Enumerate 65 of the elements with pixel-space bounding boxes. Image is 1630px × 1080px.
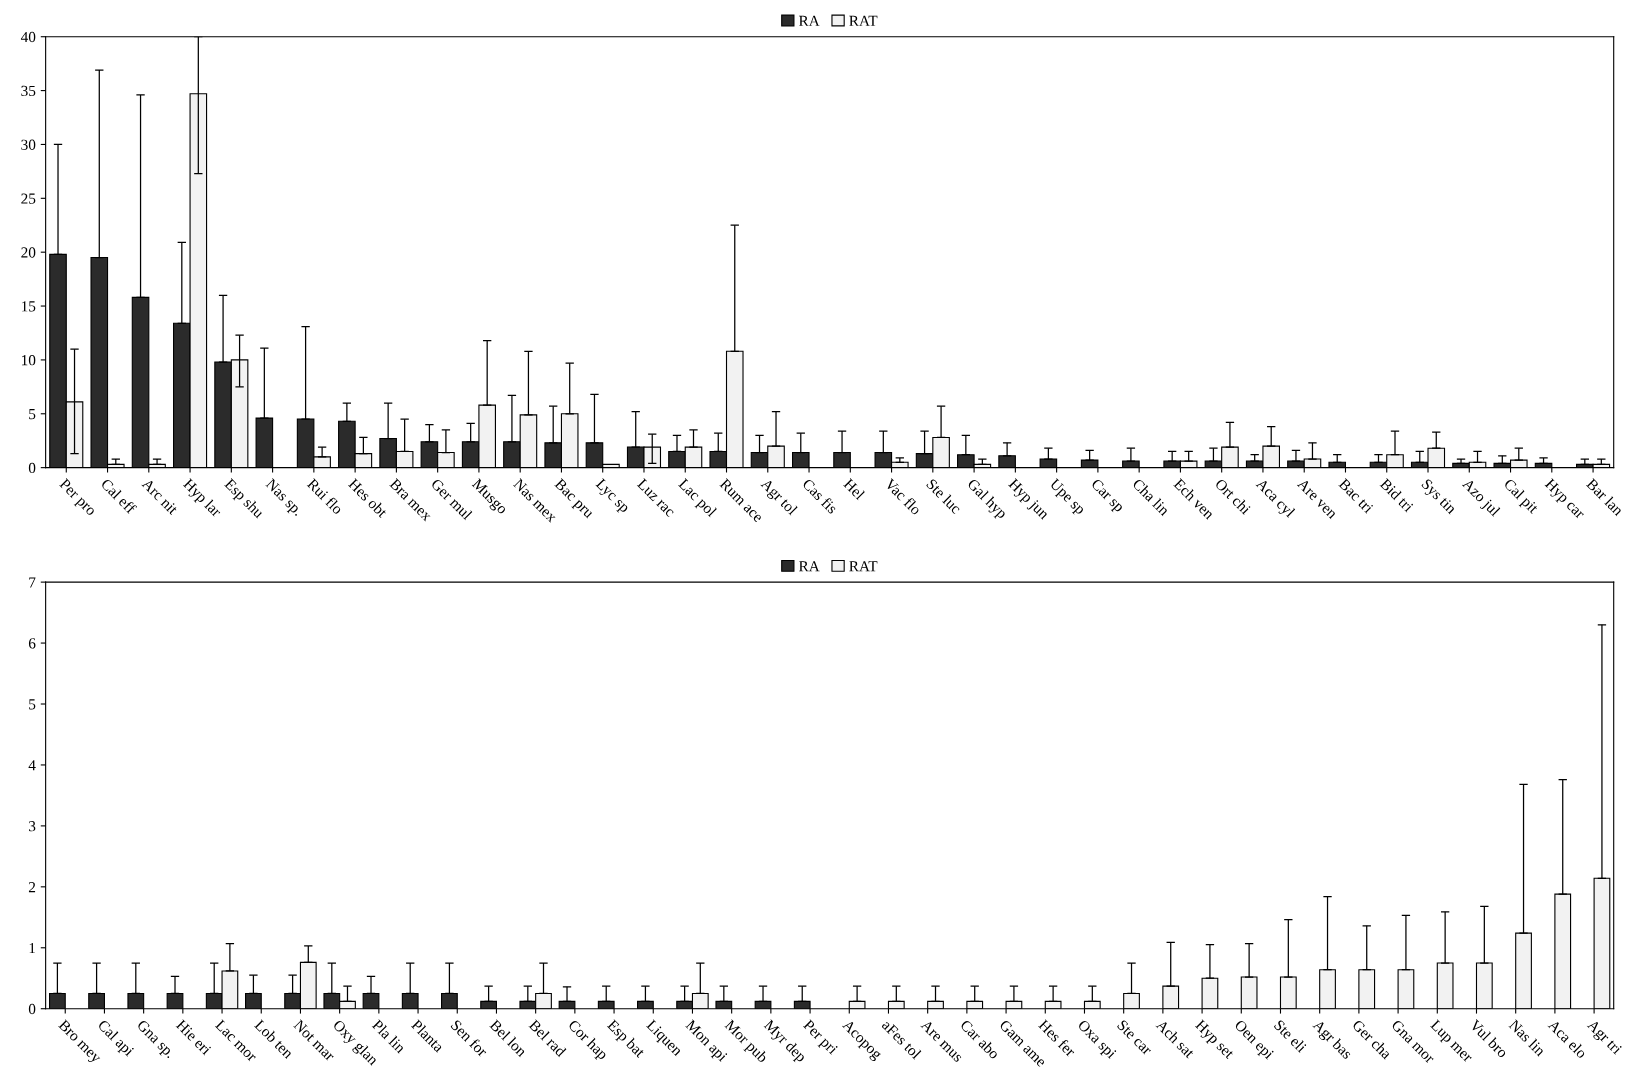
y-tick-label: 5 (29, 409, 36, 420)
x-tick-label: Ech ven (1173, 477, 1216, 520)
x-tick-label: Lyc sp (593, 478, 631, 516)
x-tick-label: Hie eri (175, 1019, 212, 1056)
x-tick-label: Oen epi (1234, 1019, 1275, 1060)
x-tick-label: Cal pit (1501, 477, 1540, 517)
y-tick-label: 1 (29, 942, 35, 954)
x-tick-label: Sen for (450, 1019, 489, 1058)
y-tick-label: 25 (21, 193, 36, 204)
x-tick-label: Hel (843, 477, 866, 501)
x-tick-label: Ste eli (1273, 1019, 1308, 1054)
x-tick-label: Car sp (1088, 478, 1126, 515)
x-tick-label: Luz rac (636, 478, 676, 518)
x-tick-label: Bac tri (1338, 478, 1375, 514)
legend-label: RA (798, 15, 820, 26)
legend-label: RA (798, 561, 820, 572)
y-tick-label: 35 (21, 85, 36, 97)
x-tick-label: Rui flo (306, 477, 344, 515)
x-tick-label: Are ven (1296, 477, 1339, 520)
x-tick-label: Ste car (1116, 1019, 1153, 1056)
x-tick-label: Cal eff (100, 477, 138, 515)
x-tick-label: Per pro (56, 478, 97, 519)
x-tick-label: Ort chi (1214, 477, 1252, 516)
x-tick-label: Esp shu (221, 477, 266, 521)
x-tick-label: Nas lin (1508, 1018, 1547, 1057)
y-tick-label: 2 (28, 882, 36, 893)
x-tick-label: Upe sp (1047, 478, 1087, 518)
legend-label: RAT (849, 561, 878, 572)
x-tick-label: Agr bas (1309, 1018, 1354, 1062)
x-tick-label: Lac pol (675, 477, 718, 520)
x-tick-label: Hyp car (1542, 478, 1586, 522)
x-tick-label: Ste luc (925, 478, 963, 515)
x-tick-label: Hyp lar (180, 477, 223, 520)
y-tick-label: 4 (28, 760, 36, 771)
y-tick-label: 0 (28, 1003, 36, 1015)
x-tick-label: Arc nit (141, 477, 179, 516)
x-tick-label: Oxa spi (1075, 1019, 1118, 1062)
y-tick-label: 6 (28, 638, 36, 649)
x-tick-label: Ger cha (1351, 1018, 1393, 1060)
x-tick-label: Gna sp. (134, 1019, 176, 1061)
x-tick-label: Hes obt (347, 477, 389, 519)
x-tick-label: Bel lon (489, 1018, 528, 1058)
y-tick-label: 20 (21, 247, 36, 258)
x-tick-label: Cor hap (567, 1019, 607, 1063)
y-tick-label: 0 (28, 462, 36, 474)
y-tick-label: 10 (21, 355, 36, 366)
x-tick-label: Sys tin (1418, 478, 1458, 517)
y-tick-label: 5 (29, 699, 36, 710)
x-tick-label: Vac flo (884, 477, 923, 516)
x-tick-label: Aca cyl (1253, 477, 1297, 521)
x-tick-label: Nas sp. (263, 478, 304, 519)
x-tick-label: Azo jul (1459, 477, 1502, 520)
y-tick-label: 40 (20, 31, 36, 43)
y-tick-label: 15 (21, 301, 36, 312)
x-tick-label: Bid tri (1379, 477, 1415, 513)
x-tick-label: Pla lin (371, 1018, 407, 1054)
legend-label: RAT (849, 15, 878, 26)
x-tick-label: Bel rad (528, 1018, 568, 1058)
x-tick-label: Bar lan (1585, 477, 1625, 517)
x-tick-label: Cas fis (801, 477, 839, 515)
x-tick-label: Cha lin (1132, 477, 1171, 517)
x-tick-label: Bra mex (389, 478, 433, 522)
y-tick-label: 7 (29, 577, 36, 588)
y-tick-label: 30 (21, 139, 36, 150)
y-tick-label: 3 (29, 821, 36, 832)
